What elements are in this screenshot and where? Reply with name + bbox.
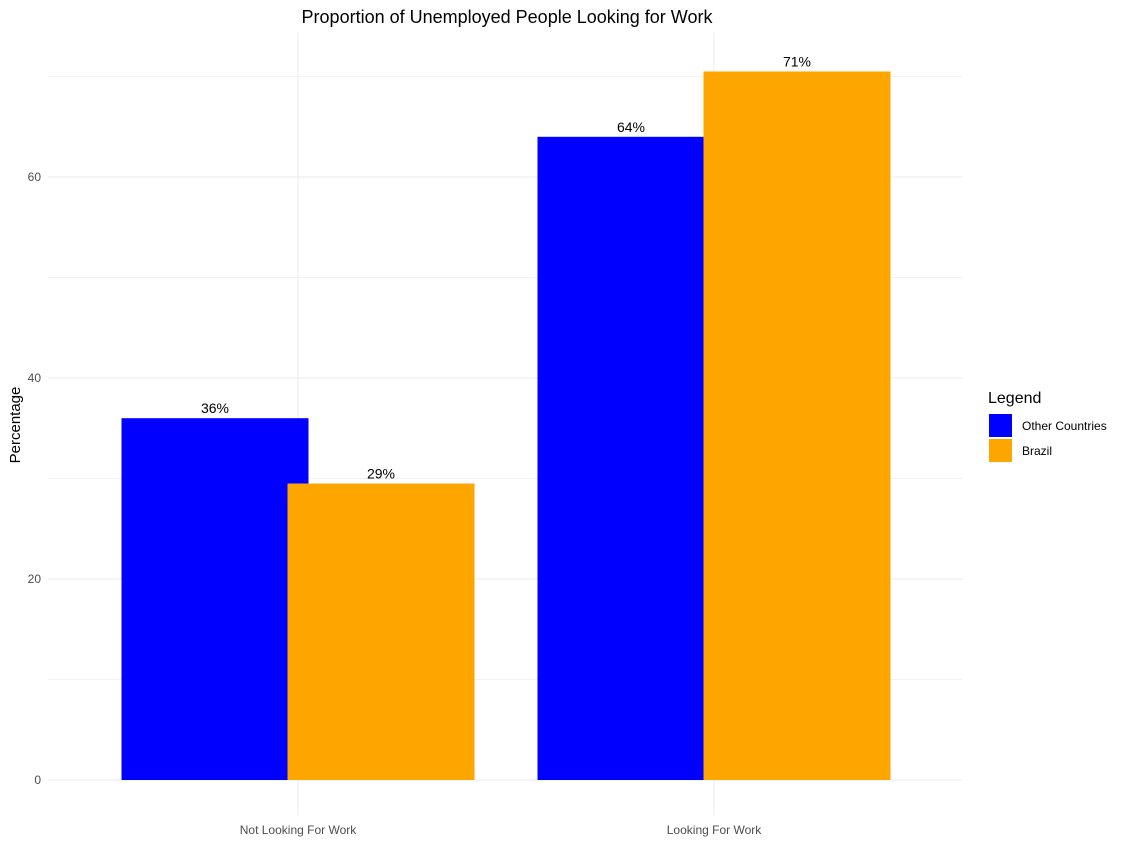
legend-label: Brazil [1022,444,1052,458]
legend-title: Legend [988,390,1041,407]
bar-brazil-looking [703,71,891,781]
bar-other-countries-not-looking [121,418,309,780]
y-axis-title: Percentage [7,387,24,464]
x-tick-label: Looking For Work [667,823,762,837]
bar-other-countries-looking [537,136,725,781]
y-tick-label: 60 [28,170,42,184]
y-tick-label: 0 [34,773,41,787]
x-tick-label: Not Looking For Work [240,823,357,837]
legend-key-other-countries [989,414,1012,437]
data-labels: 36% 29% 64% 71% [201,53,811,481]
legend: Legend Other Countries Brazil [988,390,1107,462]
data-label: 36% [201,400,229,416]
data-label: 64% [617,119,645,135]
data-label: 29% [367,466,395,482]
chart-title: Proportion of Unemployed People Looking … [302,7,714,27]
legend-key-brazil [989,439,1012,462]
y-axis: 0 20 40 60 [28,170,42,787]
bars [121,71,891,781]
legend-label: Other Countries [1022,419,1107,433]
bar-brazil-not-looking [287,483,475,780]
y-tick-label: 20 [28,572,42,586]
y-tick-label: 40 [28,371,42,385]
data-label: 71% [783,53,811,69]
x-axis: Not Looking For Work Looking For Work [240,823,762,837]
